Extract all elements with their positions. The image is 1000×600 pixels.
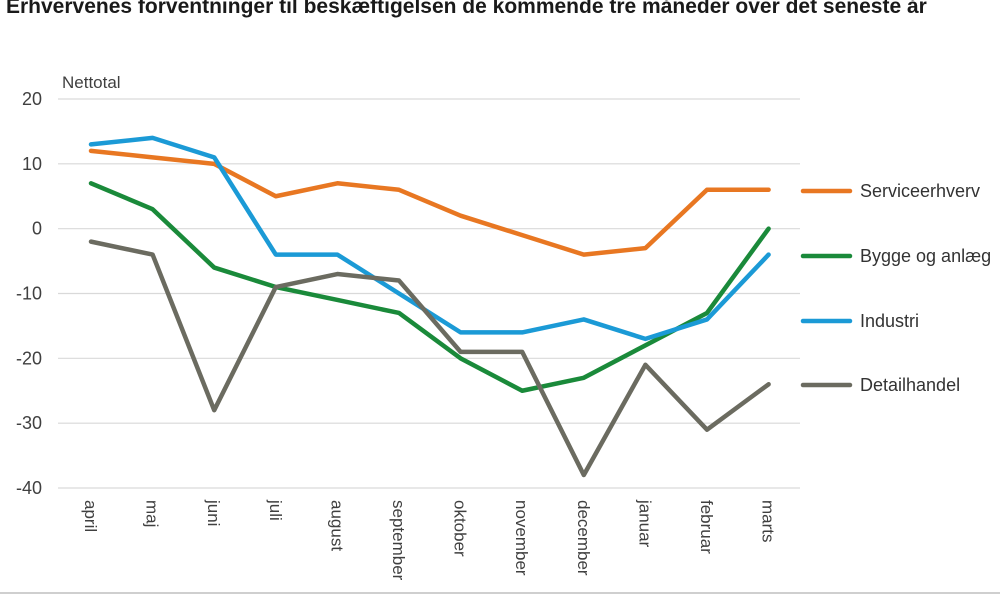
legend-label: Serviceerhverv — [860, 181, 980, 201]
x-tick-label: januar — [635, 499, 654, 548]
x-tick-label: juni — [204, 499, 223, 526]
y-tick-label: -30 — [16, 413, 42, 433]
x-tick-label: juli — [266, 499, 285, 521]
gridlines — [58, 98, 800, 489]
chart-title: Erhvervenes forventninger til beskæftige… — [6, 0, 927, 18]
y-tick-label: 10 — [22, 154, 42, 174]
x-tick-label: december — [574, 500, 593, 576]
x-tick-label: november — [512, 500, 531, 576]
legend: Serviceerhverv Bygge og anlæg Industri Deta… — [800, 181, 991, 395]
series-line-industri — [88, 135, 771, 342]
legend-label: Detailhandel — [860, 375, 960, 395]
series-line-serviceerhverv — [88, 148, 771, 257]
legend-label: Industri — [860, 311, 919, 331]
x-tick-label: september — [389, 500, 408, 581]
y-tick-label: -20 — [16, 348, 42, 368]
x-tick-label: august — [327, 500, 346, 551]
y-tick-labels: 20 10 0 -10 -20 -30 -40 — [16, 89, 42, 498]
legend-label: Bygge og anlæg — [860, 246, 991, 266]
series-lines — [88, 135, 771, 478]
y-tick-label: 20 — [22, 89, 42, 109]
series-line-bygge-og-anlæg — [88, 181, 771, 393]
x-tick-label: maj — [143, 500, 162, 527]
y-tick-label: -40 — [16, 478, 42, 498]
x-tick-label: april — [81, 500, 100, 532]
x-tick-labels: april maj juni juli august september oktober no… — [81, 499, 778, 581]
y-axis-label: Nettotal — [62, 73, 121, 92]
x-tick-label: februar — [697, 500, 716, 554]
y-tick-label: -10 — [16, 284, 42, 304]
x-tick-label: oktober — [451, 500, 470, 557]
series-line-detailhandel — [88, 239, 771, 478]
y-tick-label: 0 — [32, 219, 42, 239]
x-tick-label: marts — [759, 500, 778, 543]
